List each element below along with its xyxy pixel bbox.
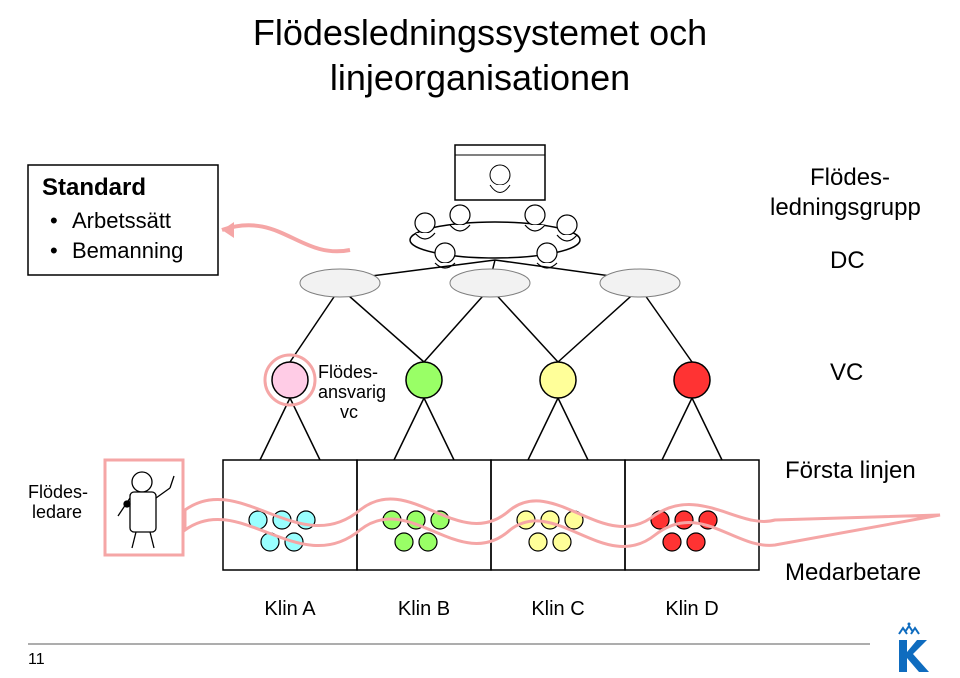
k-logo: [899, 623, 929, 673]
klin-b-label: Klin B: [398, 598, 450, 620]
meeting-illustration: [410, 145, 580, 268]
dc-nodes: [300, 269, 680, 297]
label-group-2: ledningsgrupp: [770, 194, 921, 221]
ledare-1: Flödes-: [28, 482, 88, 502]
ansvarig-3: vc: [340, 402, 358, 422]
standard-box: Standard • Arbetssätt • Bemanning: [28, 165, 218, 275]
klin-c-label: Klin C: [531, 598, 584, 620]
label-group-1: Flödes-: [810, 164, 890, 191]
klin-d-label: Klin D: [665, 598, 718, 620]
title-line-2: linjeorganisationen: [330, 57, 630, 98]
ansvarig-1: Flödes-: [318, 362, 378, 382]
label-medarbetare: Medarbetare: [785, 559, 921, 586]
label-dc: DC: [830, 247, 865, 274]
ledare-2: ledare: [32, 502, 82, 522]
label-vc: VC: [830, 359, 863, 386]
label-first-line: Första linjen: [785, 457, 916, 484]
svg-text:•: •: [50, 238, 58, 263]
klin-a-label: Klin A: [264, 598, 316, 620]
connector-standard: [222, 225, 350, 251]
page-number: 11: [28, 651, 45, 668]
klin-group: [223, 460, 759, 570]
standard-bullet-2: Bemanning: [72, 238, 183, 263]
flodesledare-box: [105, 460, 183, 555]
svg-text:•: •: [50, 208, 58, 233]
ansvarig-2: ansvarig: [318, 382, 386, 402]
standard-heading: Standard: [42, 174, 146, 201]
title-line-1: Flödesledningssystemet och: [253, 12, 707, 53]
standard-bullet-1: Arbetssätt: [72, 208, 171, 233]
